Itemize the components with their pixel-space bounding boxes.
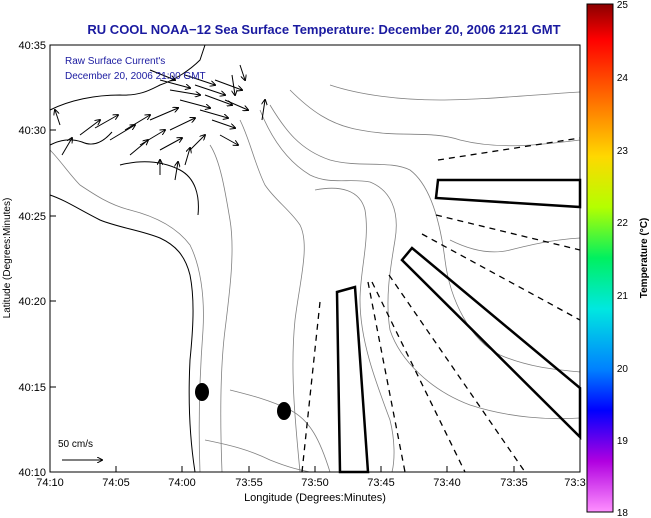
dashed-transects [301, 137, 581, 473]
x-tick-label: 73:45 [367, 477, 395, 489]
coastline [49, 44, 206, 473]
station-marker-2 [277, 402, 291, 420]
figure-title: RU COOL NOAA−12 Sea Surface Temperature:… [87, 22, 560, 37]
colorbar-scale [586, 3, 614, 513]
y-tick-label: 40:30 [18, 125, 46, 137]
x-tick-label: 73:50 [301, 477, 329, 489]
map-panel: Raw Surface Current's December 20, 2006 … [49, 44, 582, 474]
colorbar-tick: 19 [617, 436, 629, 447]
colorbar-tick: 20 [617, 364, 629, 375]
colorbar-tick: 18 [617, 508, 629, 518]
y-axis: 40:35 40:30 40:25 40:20 40:15 40:10 Lati… [2, 40, 56, 479]
x-tick-label: 74:00 [168, 477, 196, 489]
surface-current-vectors [55, 64, 265, 181]
x-tick-label: 73:40 [433, 477, 461, 489]
y-tick-label: 40:35 [18, 40, 46, 52]
colorbar-tick: 24 [617, 73, 629, 84]
colorbar-tick: 23 [617, 146, 629, 157]
y-axis-label: Latitude (Degrees:Minutes) [2, 198, 13, 319]
y-tick-label: 40:25 [18, 211, 46, 223]
colorbar-tick: 22 [617, 218, 629, 229]
y-tick-label: 40:20 [18, 296, 46, 308]
colorbar-tick: 25 [617, 0, 629, 11]
station-marker-1 [195, 383, 209, 401]
x-axis-label: Longitude (Degrees:Minutes) [244, 492, 386, 504]
x-tick-label: 73:3 [564, 477, 585, 489]
vector-legend-time: December 20, 2006 21:00 GMT [65, 71, 206, 82]
x-tick-label: 73:55 [235, 477, 263, 489]
x-tick-label: 73:35 [500, 477, 528, 489]
vector-legend-title: Raw Surface Current's [65, 56, 165, 67]
colorbar-tick: 21 [617, 291, 629, 302]
x-axis: 74:10 74:05 74:00 73:55 73:50 73:45 73:4… [36, 466, 586, 504]
bathymetry-contours [49, 84, 581, 473]
colorbar: 25 24 23 22 21 20 19 18 Temperature (°C) [586, 0, 650, 518]
x-tick-label: 74:05 [102, 477, 130, 489]
vector-scale-label: 50 cm/s [58, 439, 93, 450]
x-tick-label: 74:10 [36, 477, 64, 489]
colorbar-label: Temperature (°C) [639, 218, 650, 299]
y-tick-label: 40:15 [18, 382, 46, 394]
y-tick-label: 40:10 [18, 467, 46, 479]
